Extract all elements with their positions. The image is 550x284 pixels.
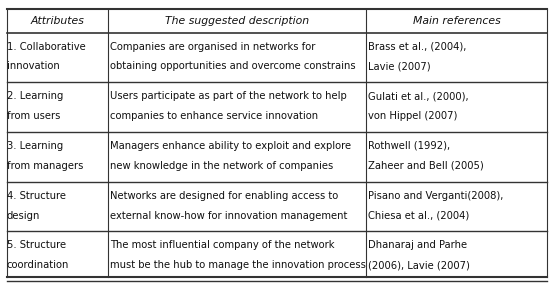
Text: The most influential company of the network: The most influential company of the netw…	[110, 240, 334, 250]
Text: coordination: coordination	[7, 260, 69, 270]
Text: Zaheer and Bell (2005): Zaheer and Bell (2005)	[368, 161, 484, 171]
Text: Managers enhance ability to exploit and explore: Managers enhance ability to exploit and …	[110, 141, 351, 151]
Text: 1. Collaborative: 1. Collaborative	[7, 41, 85, 52]
Text: (2006), Lavie (2007): (2006), Lavie (2007)	[368, 260, 470, 270]
Text: Attributes: Attributes	[31, 16, 84, 26]
Text: 5. Structure: 5. Structure	[7, 240, 66, 250]
Text: Gulati et al., (2000),: Gulati et al., (2000),	[368, 91, 469, 101]
Text: external know-how for innovation management: external know-how for innovation managem…	[110, 210, 348, 221]
Text: Users participate as part of the network to help: Users participate as part of the network…	[110, 91, 346, 101]
Text: from managers: from managers	[7, 161, 83, 171]
Text: Rothwell (1992),: Rothwell (1992),	[368, 141, 450, 151]
Text: new knowledge in the network of companies: new knowledge in the network of companie…	[110, 161, 333, 171]
Text: Networks are designed for enabling access to: Networks are designed for enabling acces…	[110, 191, 338, 201]
Text: must be the hub to manage the innovation process: must be the hub to manage the innovation…	[110, 260, 366, 270]
Text: from users: from users	[7, 111, 60, 121]
Text: design: design	[7, 210, 40, 221]
Text: von Hippel (2007): von Hippel (2007)	[368, 111, 458, 121]
Text: The suggested description: The suggested description	[165, 16, 309, 26]
Text: 4. Structure: 4. Structure	[7, 191, 65, 201]
Text: 2. Learning: 2. Learning	[7, 91, 63, 101]
Text: Dhanaraj and Parhe: Dhanaraj and Parhe	[368, 240, 468, 250]
Text: Companies are organised in networks for: Companies are organised in networks for	[110, 41, 315, 52]
Text: obtaining opportunities and overcome constrains: obtaining opportunities and overcome con…	[110, 61, 356, 72]
Text: 3. Learning: 3. Learning	[7, 141, 63, 151]
Text: Main references: Main references	[412, 16, 500, 26]
Text: Pisano and Verganti(2008),: Pisano and Verganti(2008),	[368, 191, 504, 201]
Text: Chiesa et al., (2004): Chiesa et al., (2004)	[368, 210, 470, 221]
Text: innovation: innovation	[7, 61, 59, 72]
Text: Lavie (2007): Lavie (2007)	[368, 61, 431, 72]
Text: companies to enhance service innovation: companies to enhance service innovation	[110, 111, 318, 121]
Text: Brass et al., (2004),: Brass et al., (2004),	[368, 41, 467, 52]
